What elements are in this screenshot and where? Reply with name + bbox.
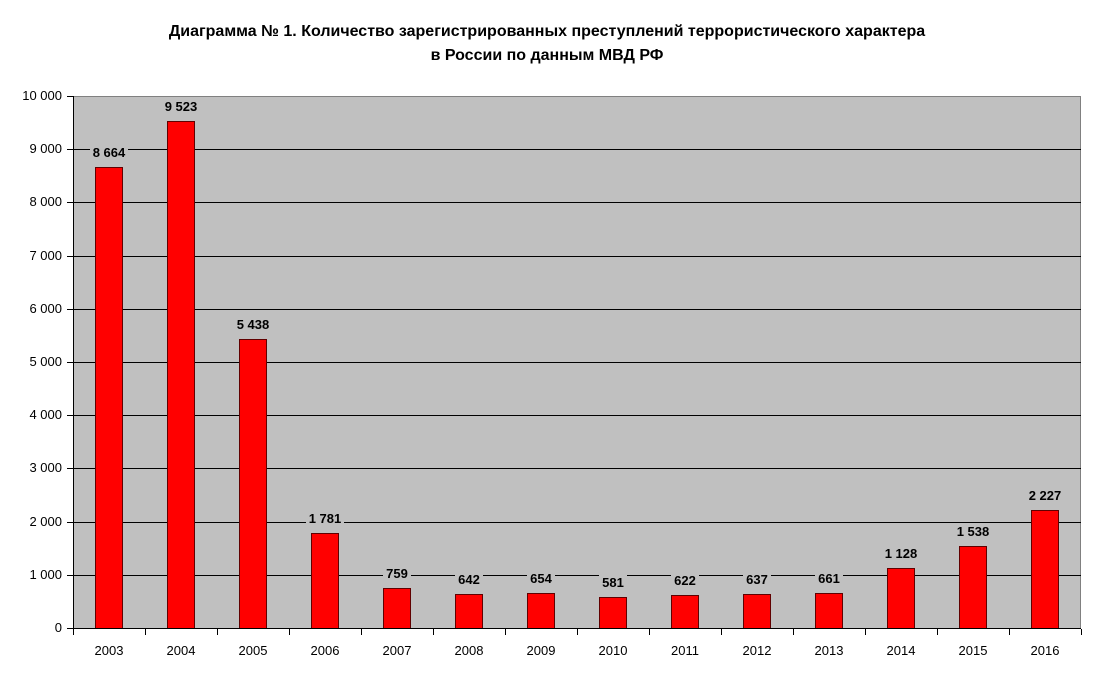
y-tick-label: 10 000 — [22, 88, 62, 103]
y-tick — [67, 522, 73, 523]
chart-title-line-1: Диаграмма № 1. Количество зарегистрирова… — [168, 23, 926, 40]
x-tick-label: 2012 — [742, 643, 772, 658]
data-label-2016: 2 227 — [1009, 488, 1081, 503]
data-label-2013: 661 — [793, 571, 865, 586]
y-tick — [67, 468, 73, 469]
gridline — [73, 309, 1081, 310]
y-tick — [67, 149, 73, 150]
gridline — [73, 415, 1081, 416]
bar-2015 — [959, 546, 987, 629]
bar-2010 — [599, 597, 627, 629]
y-tick — [67, 415, 73, 416]
x-tick — [1081, 629, 1082, 635]
y-axis — [73, 96, 74, 629]
x-tick — [649, 629, 650, 635]
x-tick-label: 2016 — [1030, 643, 1060, 658]
x-tick — [433, 629, 434, 635]
bar-2008 — [455, 594, 483, 629]
x-tick — [289, 629, 290, 635]
chart-title: Диаграмма № 1. Количество зарегистрирова… — [0, 20, 1094, 68]
gridline — [73, 575, 1081, 576]
y-tick — [67, 628, 73, 629]
x-tick-label: 2008 — [454, 643, 484, 658]
y-tick-label: 2 000 — [29, 514, 62, 529]
gridline — [73, 149, 1081, 150]
x-tick-label: 2006 — [310, 643, 340, 658]
gridline — [73, 256, 1081, 257]
bar-2009 — [527, 593, 555, 629]
bar-2016 — [1031, 510, 1059, 629]
y-tick-label: 6 000 — [29, 301, 62, 316]
bar-2007 — [383, 588, 411, 629]
x-tick — [73, 629, 74, 635]
bar-2005 — [239, 339, 267, 629]
y-tick-label: 1 000 — [29, 567, 62, 582]
x-tick-label: 2013 — [814, 643, 844, 658]
data-label-2012: 637 — [721, 572, 793, 587]
x-tick — [937, 629, 938, 635]
x-tick-label: 2003 — [94, 643, 124, 658]
x-tick — [865, 629, 866, 635]
x-tick-label: 2004 — [166, 643, 196, 658]
x-tick-label: 2010 — [598, 643, 628, 658]
x-tick-label: 2015 — [958, 643, 988, 658]
x-tick — [721, 629, 722, 635]
gridline — [73, 522, 1081, 523]
x-tick-label: 2007 — [382, 643, 412, 658]
x-tick — [793, 629, 794, 635]
x-tick — [505, 629, 506, 635]
y-tick — [67, 362, 73, 363]
data-label-2004: 9 523 — [145, 99, 217, 114]
x-tick — [145, 629, 146, 635]
data-label-2010: 581 — [577, 575, 649, 590]
y-tick — [67, 96, 73, 97]
x-tick-label: 2011 — [671, 643, 699, 658]
y-tick-label: 0 — [54, 620, 62, 635]
bar-2012 — [743, 594, 771, 629]
y-tick-label: 7 000 — [29, 248, 62, 263]
bar-2011 — [671, 595, 699, 629]
y-tick-label: 3 000 — [29, 460, 62, 475]
data-label-2003: 8 664 — [73, 145, 145, 160]
data-label-2015: 1 538 — [937, 524, 1009, 539]
bar-2013 — [815, 593, 843, 629]
bar-2003 — [95, 167, 123, 629]
x-tick — [577, 629, 578, 635]
x-tick — [361, 629, 362, 635]
x-tick-label: 2009 — [526, 643, 556, 658]
data-label-2009: 654 — [505, 571, 577, 586]
data-label-2014: 1 128 — [865, 546, 937, 561]
y-tick-label: 5 000 — [29, 354, 62, 369]
x-tick-label: 2014 — [886, 643, 916, 658]
bar-2004 — [167, 121, 195, 629]
chart-title-line-2: в России по данным МВД РФ — [430, 47, 664, 64]
y-tick-label: 8 000 — [29, 194, 62, 209]
bar-2006 — [311, 533, 339, 629]
gridline — [73, 362, 1081, 363]
gridline — [73, 468, 1081, 469]
data-label-2007: 759 — [361, 566, 433, 581]
x-axis — [73, 628, 1081, 629]
data-label-2006: 1 781 — [289, 511, 361, 526]
y-tick-label: 9 000 — [29, 141, 62, 156]
data-label-2008: 642 — [433, 572, 505, 587]
gridline — [73, 202, 1081, 203]
bar-2014 — [887, 568, 915, 629]
x-tick-label: 2005 — [238, 643, 268, 658]
x-tick — [1009, 629, 1010, 635]
y-tick-label: 4 000 — [29, 407, 62, 422]
y-tick — [67, 256, 73, 257]
data-label-2005: 5 438 — [217, 317, 289, 332]
data-label-2011: 622 — [649, 573, 721, 588]
y-tick — [67, 575, 73, 576]
y-tick — [67, 202, 73, 203]
x-tick — [217, 629, 218, 635]
y-tick — [67, 309, 73, 310]
